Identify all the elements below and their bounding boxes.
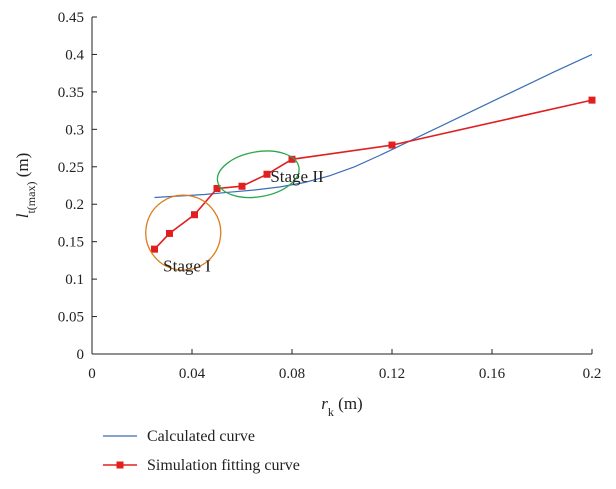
data-point bbox=[263, 170, 271, 178]
stage-label: Stage II bbox=[270, 167, 324, 186]
x-axis-label-sub: k bbox=[328, 405, 334, 419]
data-point bbox=[588, 96, 596, 104]
y-axis-label: lt(max) (m) bbox=[13, 153, 38, 219]
annotation-layer: Stage I Stage II bbox=[145, 150, 324, 276]
y-tick-label: 0.1 bbox=[65, 272, 84, 288]
series-layer bbox=[151, 53, 596, 253]
series-line-0 bbox=[154, 53, 593, 199]
y-tick-label: 0 bbox=[77, 347, 85, 363]
y-tick-label: 0.05 bbox=[58, 310, 84, 326]
y-axis-label-main: l bbox=[13, 213, 32, 218]
legend-swatch-marker bbox=[116, 461, 124, 469]
y-tick-label: 0.25 bbox=[58, 160, 84, 176]
x-tick-label: 0.16 bbox=[479, 366, 506, 382]
y-tick-label: 0.3 bbox=[65, 122, 84, 138]
x-tick-label: 0.2 bbox=[583, 366, 602, 382]
data-point bbox=[213, 184, 221, 192]
x-tick-label: 0 bbox=[88, 366, 96, 382]
y-tick-label: 0.45 bbox=[58, 10, 84, 26]
data-point bbox=[388, 141, 396, 149]
x-axis-label-unit: (m) bbox=[334, 394, 363, 413]
x-axis-label: rk (m) bbox=[321, 394, 362, 419]
legend-label: Calculated curve bbox=[147, 428, 255, 445]
data-point bbox=[151, 245, 158, 253]
x-tick-label: 0.04 bbox=[179, 366, 206, 382]
y-axis-label-sub: t(max) bbox=[24, 182, 38, 214]
data-point bbox=[191, 211, 198, 219]
data-point bbox=[288, 155, 296, 163]
stage-ellipse bbox=[145, 194, 222, 271]
legend-label: Simulation fitting curve bbox=[147, 457, 300, 474]
x-axis-label-main: r bbox=[321, 394, 328, 413]
y-axis-label-unit: (m) bbox=[13, 153, 32, 182]
x-tick-label: 0.08 bbox=[279, 366, 305, 382]
data-point bbox=[238, 182, 246, 190]
y-tick-label: 0.2 bbox=[65, 197, 84, 213]
stage-ellipse bbox=[216, 150, 300, 199]
axes: 0 0.05 0.1 0.15 0.2 0.25 0.3 0.35 0.4 0.45 0 0.04 0.… bbox=[58, 10, 602, 382]
y-tick-label: 0.4 bbox=[65, 47, 84, 63]
data-point bbox=[166, 229, 173, 237]
axis-labels: rk (m)lt(max) (m) bbox=[13, 153, 363, 419]
y-tick-label: 0.15 bbox=[58, 235, 84, 251]
legend: Calculated curve Simulation fitting curve bbox=[103, 428, 300, 474]
y-tick-label: 0.35 bbox=[58, 85, 84, 101]
x-tick-label: 0.12 bbox=[379, 366, 405, 382]
stage-label: Stage I bbox=[163, 257, 211, 276]
